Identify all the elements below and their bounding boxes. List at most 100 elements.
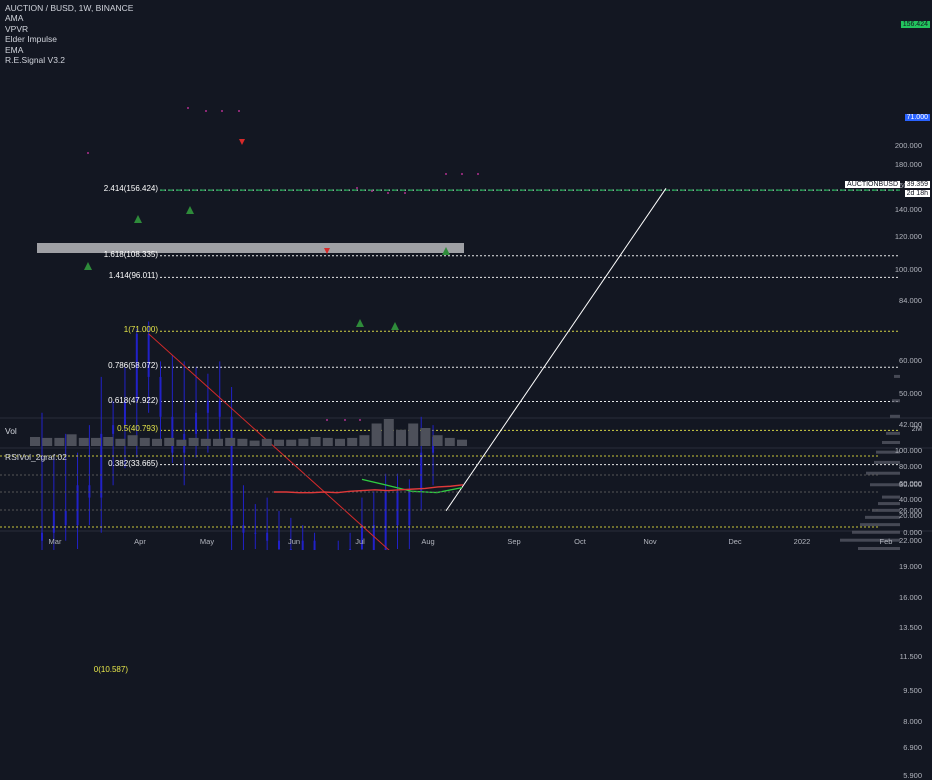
impulse-dot: [387, 192, 389, 194]
price-axis-label: 26.000: [899, 505, 922, 515]
fib-level-label: 1(71.000): [123, 325, 158, 335]
candle-body: [230, 416, 233, 526]
candle-body: [384, 491, 387, 550]
time-axis-label: Jul: [355, 537, 365, 546]
candle-body: [360, 525, 363, 550]
volume-bar: [310, 437, 321, 446]
volume-bar: [444, 437, 455, 446]
indicator-re-signal[interactable]: R.E.Signal V3.2: [5, 55, 66, 66]
volume-bar: [371, 423, 382, 446]
time-axis-label: Aug: [421, 537, 435, 546]
time-axis-label: Nov: [643, 537, 657, 546]
candle-body: [147, 333, 150, 377]
impulse-dot: [404, 192, 406, 194]
buy-signal: [186, 206, 194, 214]
price-axis-label: 42.000: [899, 420, 922, 430]
volume-profile-bar: [890, 414, 900, 418]
price-axis-label: 30.000: [899, 480, 922, 490]
symbol-title[interactable]: AUCTION / BUSD, 1W, BINANCE: [5, 3, 134, 13]
volume-bar: [54, 437, 65, 446]
volume-bar: [30, 437, 40, 446]
candle-body: [206, 401, 209, 413]
indicator-ema[interactable]: EMA: [5, 44, 24, 55]
candle-body: [254, 532, 257, 534]
volume-pane-label[interactable]: Vol: [5, 426, 17, 436]
candle-body: [408, 491, 411, 526]
trendline: [148, 333, 390, 550]
volume-bar: [274, 439, 284, 446]
volume-profile-bar: [865, 515, 900, 519]
volume-bar: [200, 438, 211, 446]
volume-profile-bar: [852, 530, 900, 534]
candle-body: [159, 376, 162, 417]
price-axis-label: 180.000: [894, 159, 922, 169]
price-axis-label: 120.000: [894, 232, 922, 242]
volume-bar: [237, 438, 248, 446]
buy-signal: [84, 262, 92, 270]
impulse-dot: [371, 190, 373, 192]
price-axis-label: 50.000: [899, 388, 922, 398]
candle-body: [266, 532, 269, 541]
indicator-elder-impulse[interactable]: Elder Impulse: [5, 34, 57, 45]
candle-body: [195, 412, 198, 434]
rsi-pane-label[interactable]: RSIVol_2graf.02: [5, 452, 67, 462]
rsi-line: [274, 484, 464, 494]
target-price-tag: 156.424: [900, 21, 930, 28]
buy-signal: [391, 322, 399, 330]
sell-signal: [324, 248, 330, 254]
volume-profile-bar: [874, 460, 900, 464]
candle-body: [112, 425, 115, 434]
time-axis-label: May: [199, 537, 215, 546]
sell-signal: [239, 139, 245, 145]
volume-profile-bar: [866, 471, 900, 475]
last-price-tag: 39.359: [904, 181, 930, 188]
time-axis-label: Dec: [728, 537, 742, 546]
time-axis-label: Apr: [134, 537, 146, 546]
candle-body: [171, 416, 174, 453]
price-axis-label: 13.500: [899, 622, 922, 632]
candle-body: [52, 510, 55, 533]
price-axis-label: 8.000: [903, 716, 922, 726]
fib-level-label: 0.382(33.665): [108, 458, 158, 468]
time-axis-label: Jun: [287, 537, 301, 546]
indicator-vpvr[interactable]: VPVR: [5, 23, 29, 34]
fib-level-label: 1.414(96.011): [108, 271, 158, 281]
fib-level-label: 0.786(58.072): [108, 361, 158, 371]
price-axis-label: 16.000: [899, 592, 922, 602]
time-axis-label: Oct: [574, 537, 586, 546]
volume-bar: [188, 437, 199, 446]
indicator-ama[interactable]: AMA: [5, 13, 24, 24]
candle-body: [100, 433, 103, 498]
price-axis-label: 200.000: [894, 141, 922, 151]
time-axis-label: 2022: [793, 537, 811, 546]
candle-body: [88, 485, 91, 498]
price-axis-label: 9.500: [903, 685, 922, 695]
volume-bar: [420, 428, 431, 446]
fib-level-label: 2.414(156.424): [103, 184, 158, 194]
impulse-dot: [87, 152, 89, 154]
impulse-dot: [477, 173, 479, 175]
candle-body: [301, 540, 304, 550]
chart-canvas[interactable]: [0, 0, 932, 550]
volume-bar: [335, 438, 345, 446]
volume-bar: [139, 437, 150, 446]
volume-bar: [127, 435, 138, 446]
volume-bar: [261, 438, 272, 446]
symbol-tag: AUCTIONBUSD: [845, 181, 900, 188]
volume-bar: [115, 438, 126, 446]
price-axis-label: 6.900: [903, 742, 922, 752]
volume-profile-bar: [894, 374, 900, 378]
fib-level-label: 1.618(108.335): [103, 249, 158, 259]
fib-level-label: 0.618(47.922): [108, 395, 158, 405]
buy-signal: [442, 247, 450, 255]
volume-bar: [432, 435, 443, 446]
rsi-axis-label: 100.000: [894, 446, 922, 455]
rsi-axis-label: 80.000: [899, 462, 922, 472]
impulse-dot: [445, 173, 447, 175]
volume-bar: [176, 439, 187, 446]
rsi-axis-label: 0.000: [903, 527, 922, 537]
volume-bar: [359, 435, 370, 446]
volume-profile-bar: [876, 450, 900, 454]
candle-body: [76, 485, 79, 526]
candle-body: [278, 540, 280, 550]
